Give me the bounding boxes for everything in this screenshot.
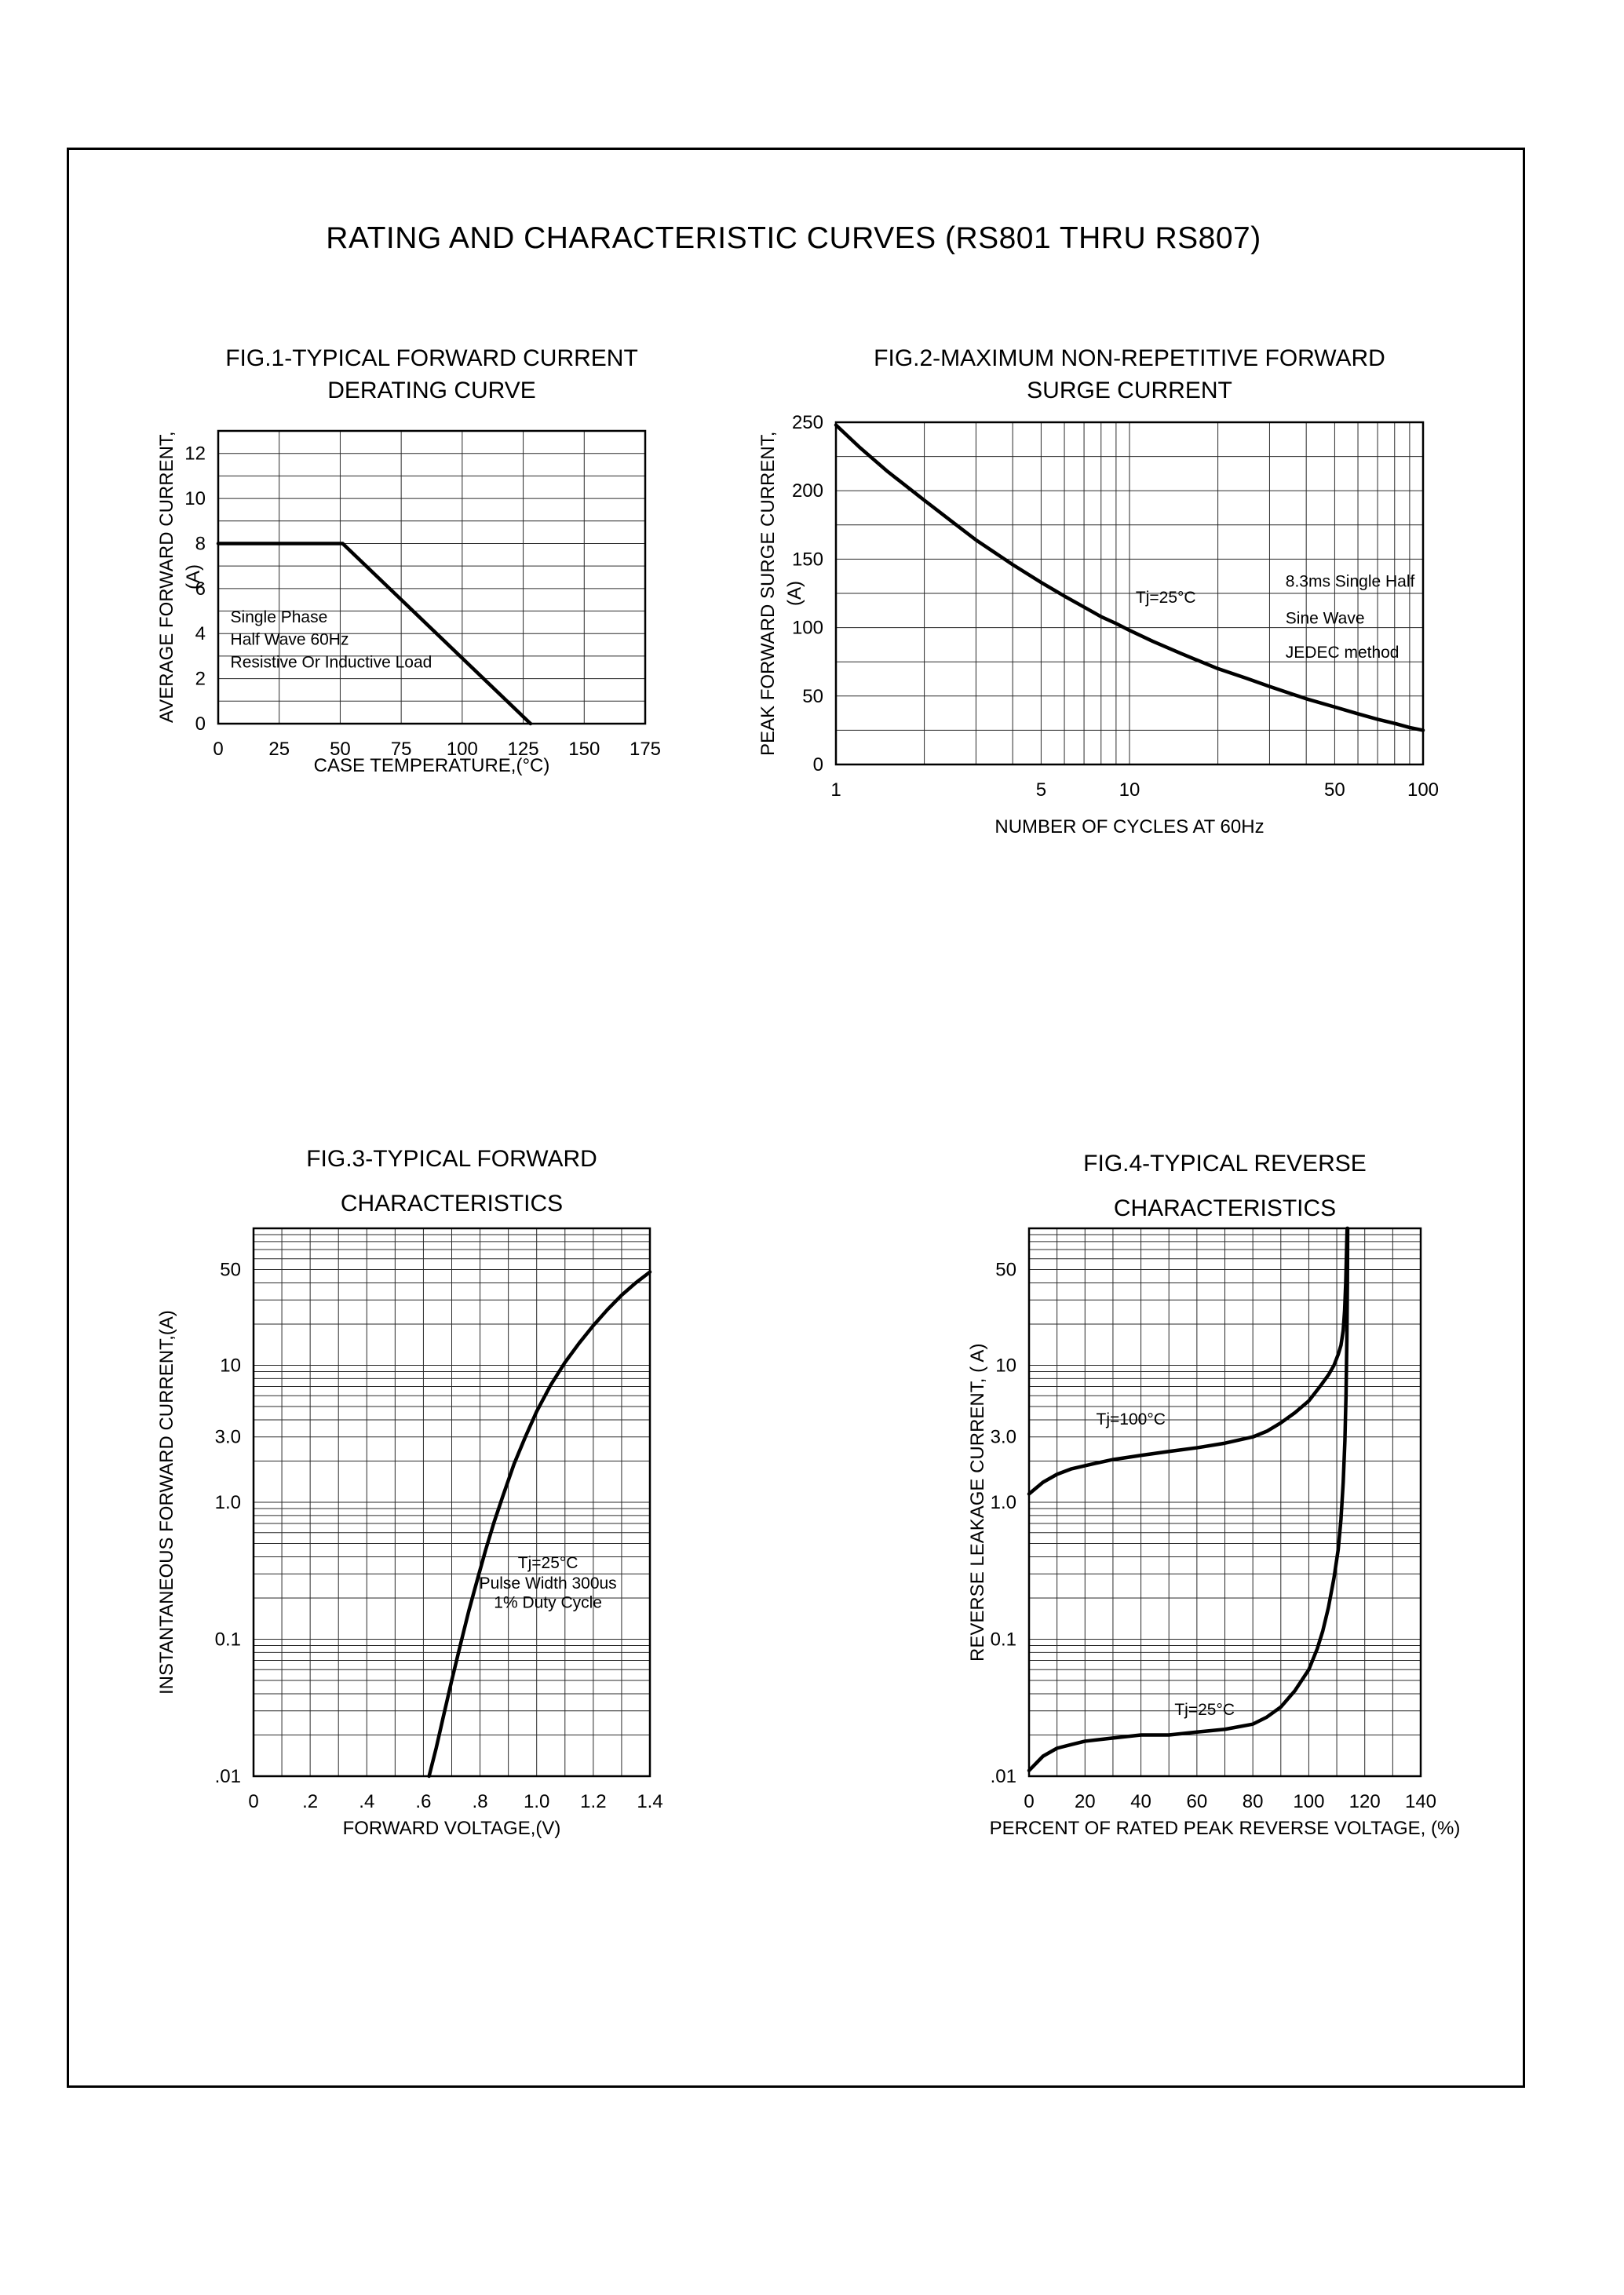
svg-text:75: 75: [391, 739, 412, 760]
fig3-x-axis-label: FORWARD VOLTAGE,(V): [342, 1818, 561, 1839]
svg-text:Tj=25°C: Tj=25°C: [518, 1554, 578, 1572]
svg-text:Sine Wave: Sine Wave: [1286, 609, 1365, 627]
svg-text:Tj=25°C: Tj=25°C: [1136, 589, 1196, 607]
svg-text:1.0: 1.0: [524, 1791, 549, 1812]
fig1-derating-plot: 0 25 50 75 100 125 150 175 0 2 4 6 8 10 12 Single Phase…: [184, 429, 661, 760]
svg-text:0.1: 0.1: [991, 1629, 1016, 1651]
reverse-leakage-tj100: [1027, 1226, 1349, 1496]
svg-text:250: 250: [792, 412, 823, 433]
forward-characteristic-curve: [427, 1270, 652, 1779]
svg-text:5: 5: [1036, 779, 1046, 801]
svg-text:3.0: 3.0: [991, 1427, 1016, 1448]
reverse-leakage-tj25: [1027, 1226, 1350, 1773]
svg-text:2: 2: [195, 669, 206, 690]
svg-text:12: 12: [184, 443, 206, 465]
fig3-title: FIG.3-TYPICAL FORWARD CHARACTERISTICS: [254, 1137, 650, 1226]
svg-text:20: 20: [1075, 1791, 1096, 1812]
svg-text:4: 4: [195, 623, 206, 644]
svg-text:175: 175: [630, 739, 661, 760]
svg-text:0: 0: [213, 739, 223, 760]
fig1-y-axis-label: AVERAGE FORWARD CURRENT,(A): [156, 431, 204, 724]
svg-text:Single Phase: Single Phase: [231, 608, 328, 626]
svg-text:10: 10: [184, 488, 206, 509]
svg-text:Tj=25°C: Tj=25°C: [1174, 1701, 1235, 1719]
svg-text:1% Duty Cycle: 1% Duty Cycle: [494, 1593, 602, 1611]
svg-text:100: 100: [792, 618, 823, 639]
svg-text:Half Wave 60Hz: Half Wave 60Hz: [231, 631, 349, 649]
fig2-title-line1: FIG.2-MAXIMUM NON-REPETITIVE FORWARD: [874, 345, 1385, 371]
fig4-title-line2: CHARACTERISTICS: [1113, 1195, 1337, 1221]
svg-text:Tj=100°C: Tj=100°C: [1097, 1410, 1166, 1428]
svg-text:10: 10: [995, 1355, 1016, 1377]
fig4-title: FIG.4-TYPICAL REVERSE CHARACTERISTICS: [1029, 1141, 1421, 1231]
fig1-title-line2: DERATING CURVE: [327, 378, 536, 403]
svg-text:120: 120: [1349, 1791, 1381, 1812]
fig3-forward-characteristics-plot: 0 .2 .4 .6 .8 1.0 1.2 1.4 50 10 3.0 1.0 0.1 .01 Tj=25°…: [215, 1227, 663, 1812]
svg-text:0: 0: [248, 1791, 258, 1812]
svg-text:1: 1: [830, 779, 841, 801]
svg-text:.01: .01: [215, 1766, 241, 1787]
svg-text:10: 10: [220, 1355, 241, 1377]
svg-text:10: 10: [1119, 779, 1140, 801]
svg-text:0.1: 0.1: [215, 1629, 241, 1651]
fig4-reverse-characteristics-plot: 0 20 40 60 80 100 120 140 50 10 3.0 1.0 0.1 .01 Tj=100…: [991, 1226, 1436, 1812]
svg-text:150: 150: [792, 549, 823, 570]
svg-text:6: 6: [195, 578, 206, 600]
svg-text:1.0: 1.0: [215, 1492, 241, 1513]
surge-current-curve: [834, 423, 1425, 732]
fig1-title-line1: FIG.1-TYPICAL FORWARD CURRENT: [225, 345, 638, 371]
svg-text:140: 140: [1405, 1791, 1436, 1812]
fig4-title-line1: FIG.4-TYPICAL REVERSE: [1083, 1151, 1367, 1177]
fig3-y-axis-label: INSTANTANEOUS FORWARD CURRENT,(A): [156, 1310, 177, 1695]
svg-text:60: 60: [1187, 1791, 1208, 1812]
svg-text:3.0: 3.0: [215, 1427, 241, 1448]
svg-text:Pulse Width 300us: Pulse Width 300us: [480, 1574, 617, 1593]
svg-text:.6: .6: [415, 1791, 431, 1812]
fig2-y-axis-label: PEAK FORWARD SURGE CURRENT,(A): [757, 431, 805, 756]
fig2-x-axis-label: NUMBER OF CYCLES AT 60Hz: [994, 816, 1265, 837]
fig1-x-axis-label: CASE TEMPERATURE,(°C): [313, 755, 550, 776]
svg-text:Resistive Or Inductive Load: Resistive Or Inductive Load: [231, 653, 432, 671]
page-frame: [67, 148, 1525, 2088]
svg-text:50: 50: [330, 739, 351, 760]
svg-text:100: 100: [447, 739, 478, 760]
svg-text:50: 50: [220, 1260, 241, 1281]
fig2-title: FIG.2-MAXIMUM NON-REPETITIVE FORWARD SUR…: [836, 342, 1423, 407]
svg-text:0: 0: [195, 713, 206, 735]
fig3-title-line2: CHARACTERISTICS: [340, 1191, 564, 1217]
svg-text:8: 8: [195, 533, 206, 554]
fig1-title: FIG.1-TYPICAL FORWARD CURRENT DERATING C…: [218, 342, 645, 407]
svg-text:.2: .2: [302, 1791, 318, 1812]
svg-text:0: 0: [813, 754, 823, 775]
page-title: RATING AND CHARACTERISTIC CURVES (RS801 …: [326, 221, 1261, 255]
svg-text:.8: .8: [473, 1791, 488, 1812]
svg-text:8.3ms Single Half: 8.3ms Single Half: [1286, 572, 1415, 590]
svg-text:200: 200: [792, 480, 823, 502]
svg-text:40: 40: [1130, 1791, 1151, 1812]
fig2-surge-current-plot: 1 5 10 50 100 0 50 100 150 200 250 Tj=25°C 8.3ms Sin…: [792, 412, 1439, 801]
fig3-title-line1: FIG.3-TYPICAL FORWARD: [306, 1146, 597, 1172]
fig2-title-line2: SURGE CURRENT: [1027, 378, 1232, 403]
svg-text:1.0: 1.0: [991, 1492, 1016, 1513]
svg-text:.4: .4: [359, 1791, 374, 1812]
svg-text:JEDEC method: JEDEC method: [1286, 644, 1400, 662]
svg-text:1.2: 1.2: [580, 1791, 606, 1812]
svg-text:150: 150: [568, 739, 600, 760]
svg-text:25: 25: [268, 739, 290, 760]
svg-text:50: 50: [995, 1260, 1016, 1281]
derating-curve: [216, 542, 533, 726]
svg-text:50: 50: [1324, 779, 1345, 801]
svg-text:80: 80: [1243, 1791, 1264, 1812]
svg-text:50: 50: [802, 686, 823, 707]
svg-text:0: 0: [1024, 1791, 1034, 1812]
svg-text:1.4: 1.4: [637, 1791, 662, 1812]
svg-text:.01: .01: [991, 1766, 1016, 1787]
fig4-y-axis-label: REVERSE LEAKAGE CURRENT, ( A): [967, 1343, 988, 1662]
fig4-x-axis-label: PERCENT OF RATED PEAK REVERSE VOLTAGE, (…: [989, 1818, 1461, 1839]
svg-text:100: 100: [1407, 779, 1439, 801]
svg-text:125: 125: [508, 739, 539, 760]
svg-text:100: 100: [1293, 1791, 1324, 1812]
